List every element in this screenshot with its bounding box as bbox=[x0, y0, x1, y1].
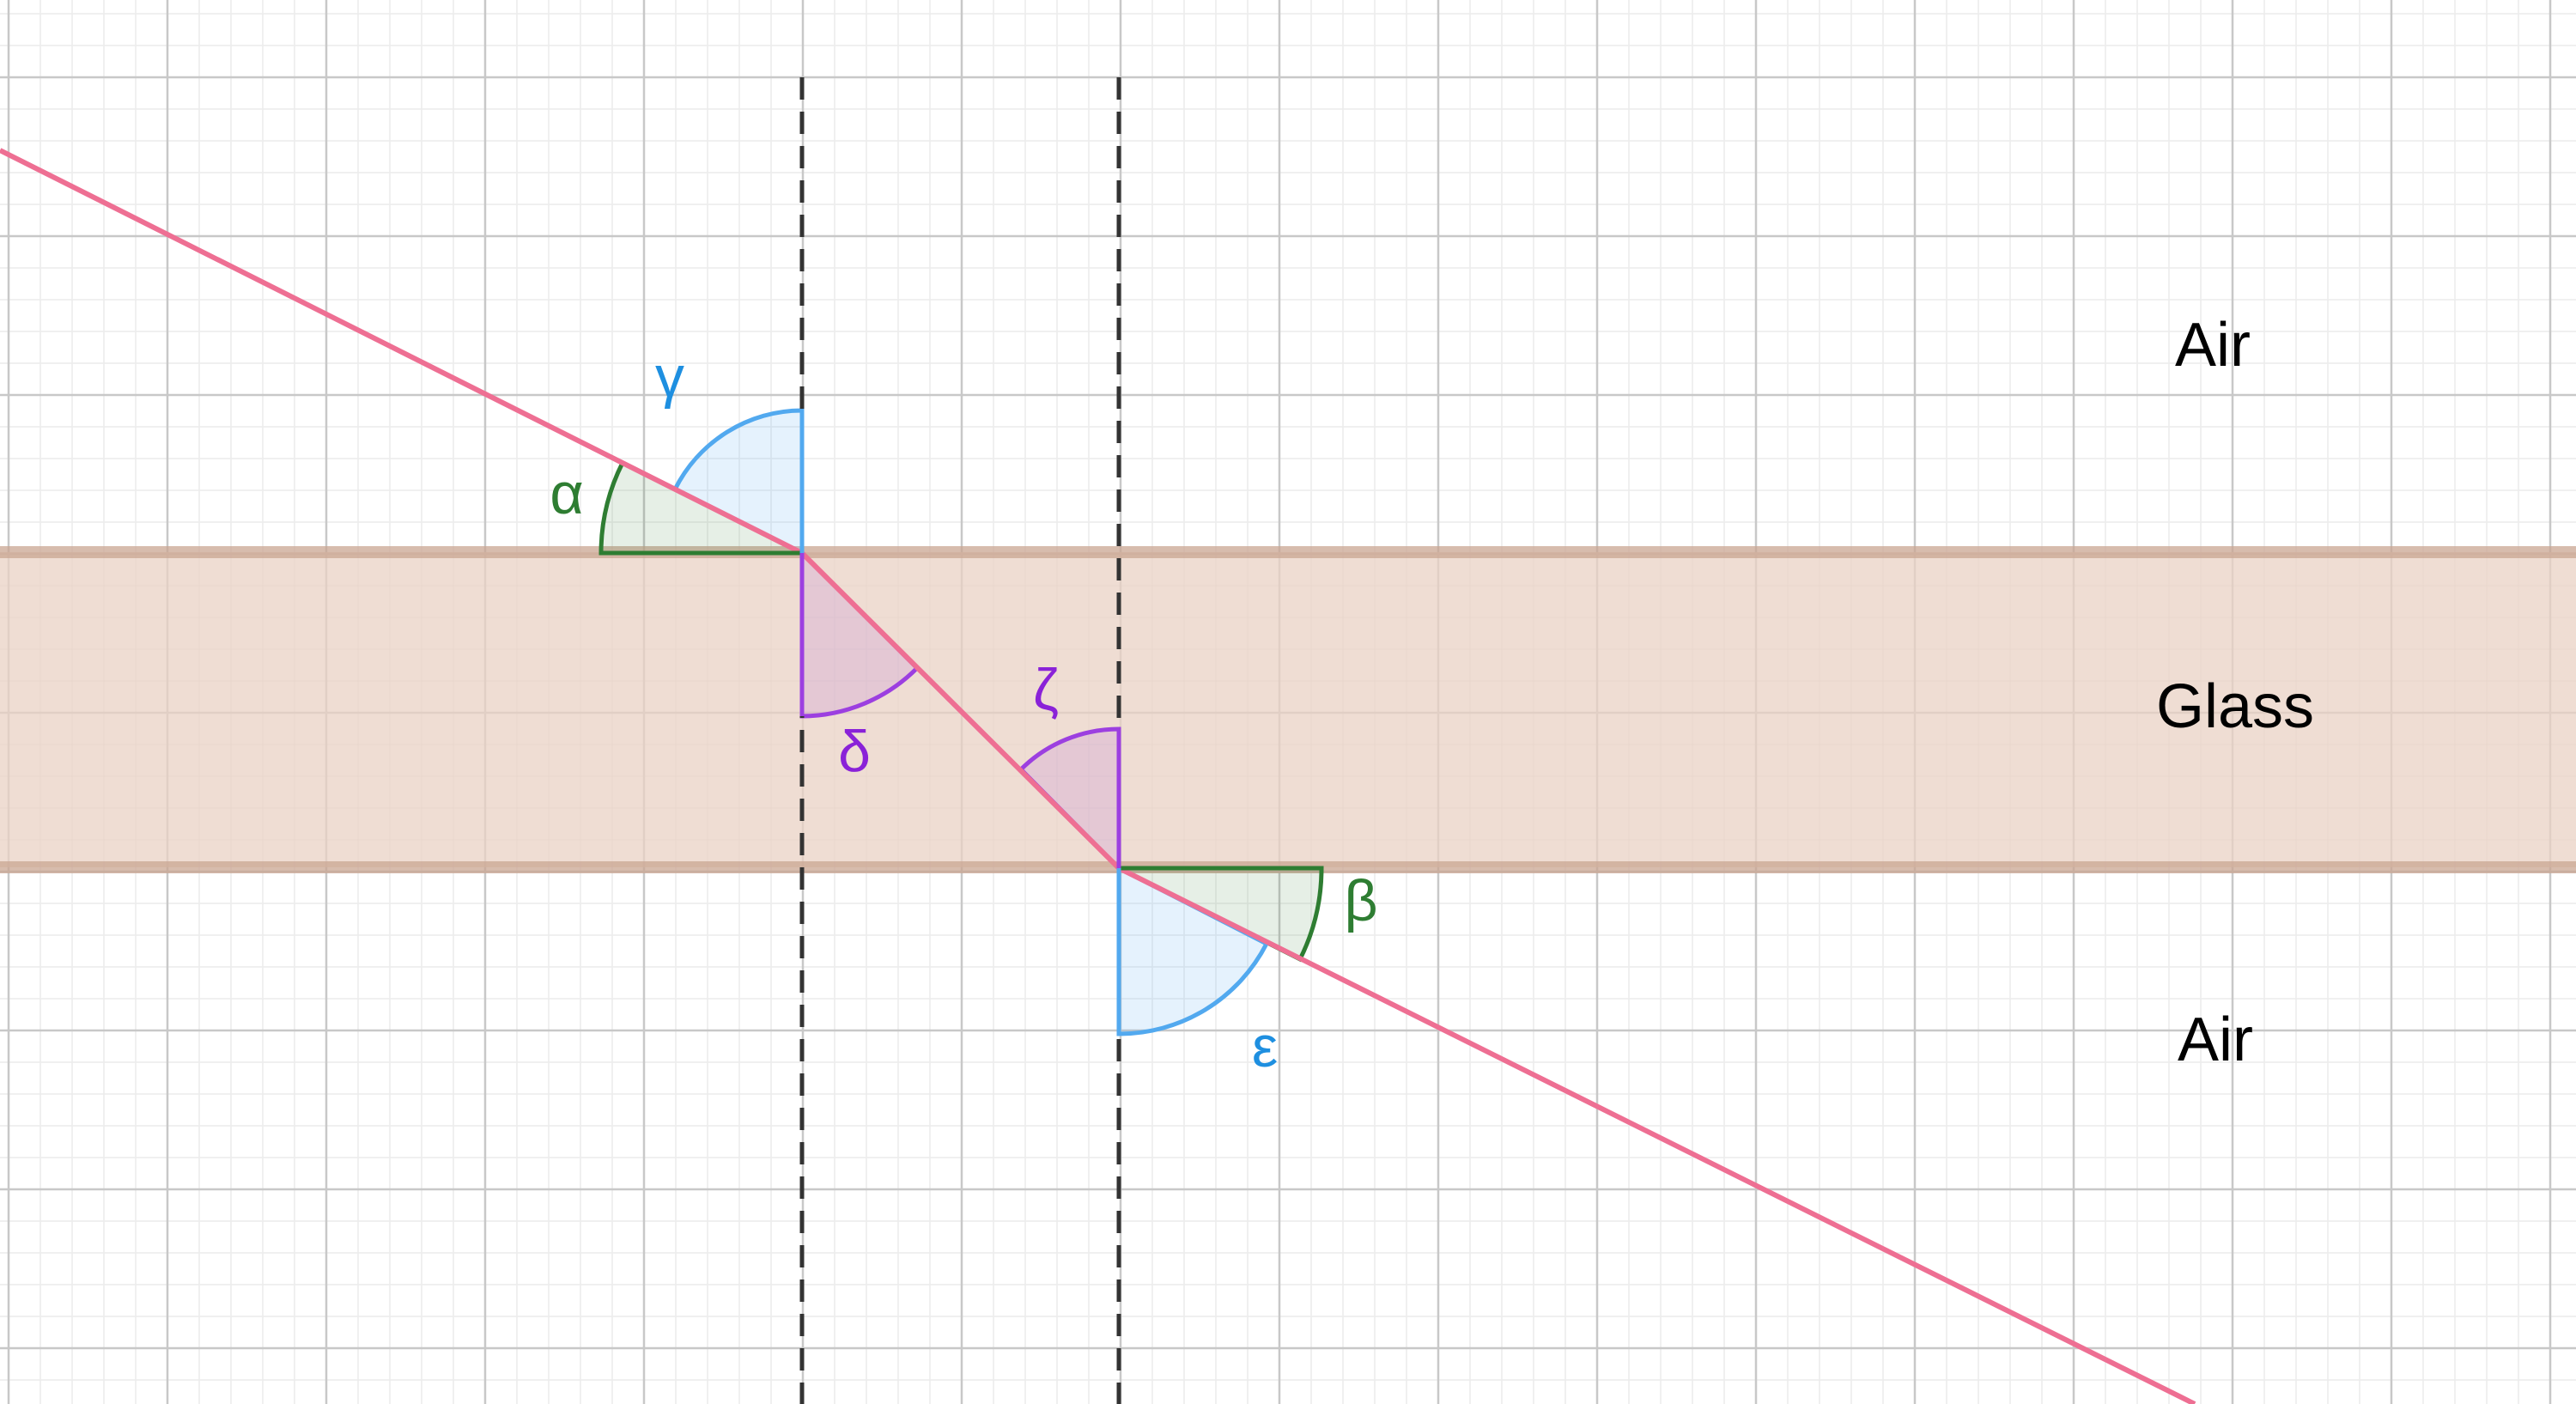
angle-delta-sector bbox=[799, 547, 920, 719]
angle-epsilon-sector bbox=[1116, 864, 1270, 1036]
ray-glass-segment bbox=[799, 550, 1121, 871]
light-ray bbox=[0, 148, 2196, 1404]
label-zeta: ζ bbox=[1033, 657, 1059, 722]
angle-labels: α γ δ ζ β ε bbox=[550, 344, 1377, 1079]
glass-top-border bbox=[0, 546, 2576, 558]
label-epsilon: ε bbox=[1252, 1014, 1278, 1079]
label-alpha: α bbox=[550, 461, 583, 526]
label-beta: β bbox=[1344, 868, 1377, 933]
label-delta: δ bbox=[838, 719, 871, 784]
angle-zeta-sector bbox=[1018, 726, 1121, 874]
surface-segments bbox=[601, 410, 1321, 1034]
medium-labels: Air Glass Air bbox=[2156, 311, 2314, 1074]
glass-slab bbox=[0, 546, 2576, 873]
ray-incident-segment bbox=[0, 148, 804, 556]
glass-region bbox=[0, 552, 2576, 867]
label-gamma: γ bbox=[655, 344, 684, 410]
medium-label-middle: Glass bbox=[2156, 672, 2314, 741]
angle-gamma-sector bbox=[671, 408, 805, 557]
ray-emergent-segment bbox=[1117, 866, 2196, 1404]
medium-label-bottom: Air bbox=[2178, 1006, 2253, 1074]
medium-label-top: Air bbox=[2175, 311, 2251, 380]
